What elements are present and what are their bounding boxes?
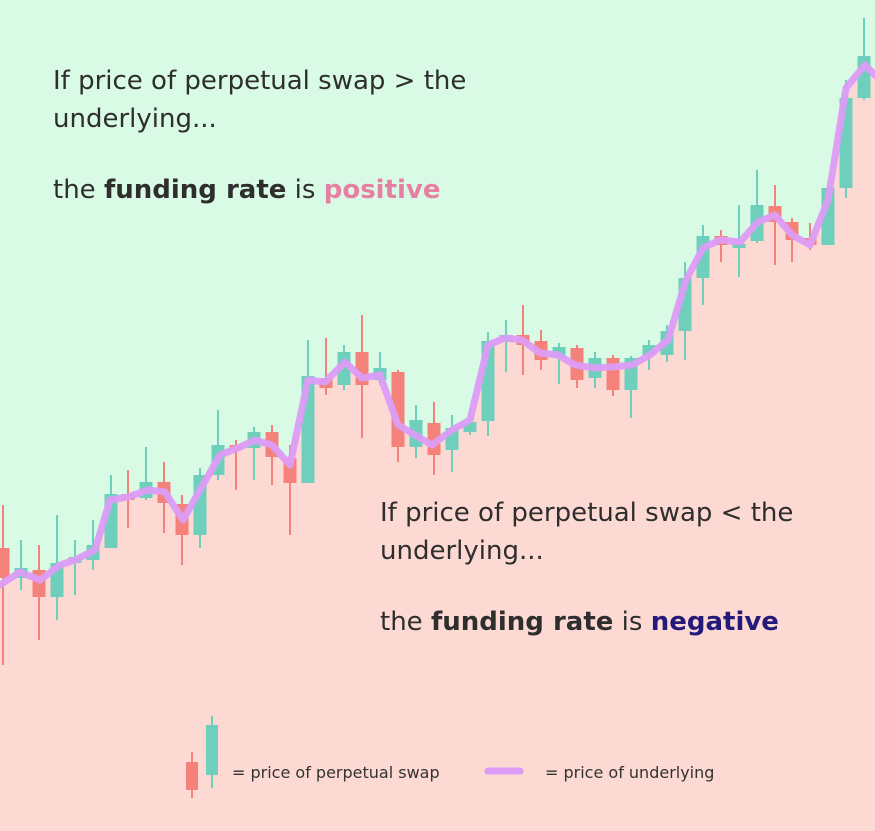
sign: negative	[650, 607, 779, 637]
sign: positive	[323, 175, 441, 205]
legend-candle-red	[186, 762, 198, 790]
legend-candle-teal	[206, 725, 218, 775]
candle-body	[732, 244, 746, 248]
text: the	[380, 607, 423, 637]
candle-body	[463, 422, 477, 432]
legend-line-label: = price of underlying	[545, 763, 715, 782]
text: funding rate	[103, 175, 287, 205]
candle-body	[0, 548, 10, 578]
legend-candles: = price of perpetual swap	[232, 763, 440, 782]
text-line: underlying...	[53, 104, 217, 134]
candle-body	[642, 345, 656, 355]
rate-line: the funding rate is negative	[380, 603, 793, 641]
text-line: If price of perpetual swap < the	[380, 498, 794, 528]
text: is	[621, 607, 643, 637]
underlying-line	[0, 61, 875, 589]
text: funding rate	[430, 607, 614, 637]
text-line: underlying...	[380, 536, 544, 566]
top-text: If price of perpetual swap > the underly…	[53, 62, 466, 209]
candle-body	[606, 358, 620, 390]
rate-line: the funding rate is positive	[53, 171, 466, 209]
text: is	[294, 175, 316, 205]
bottom-text: If price of perpetual swap < the underly…	[380, 494, 793, 641]
text-line: If price of perpetual swap > the	[53, 66, 467, 96]
text: the	[53, 175, 96, 205]
